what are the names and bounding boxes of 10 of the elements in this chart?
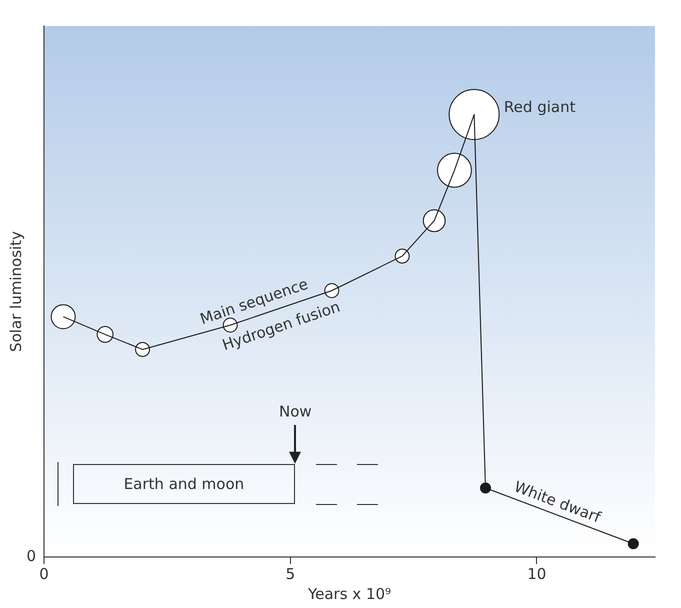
annotation: Red giant [504, 98, 576, 116]
y-axis-title: Solar luminosity [6, 230, 25, 352]
x-tick-label: 10 [527, 564, 546, 583]
annotation: Earth and moon [72, 464, 296, 504]
x-tick-label: 0 [39, 564, 49, 583]
annotation: Now [278, 402, 312, 421]
x-axis-title: Years x 10⁹ [306, 584, 392, 603]
text: 0 [26, 546, 36, 565]
x-tick-label: 5 [286, 564, 296, 583]
annotation: White dwarf [512, 478, 604, 527]
